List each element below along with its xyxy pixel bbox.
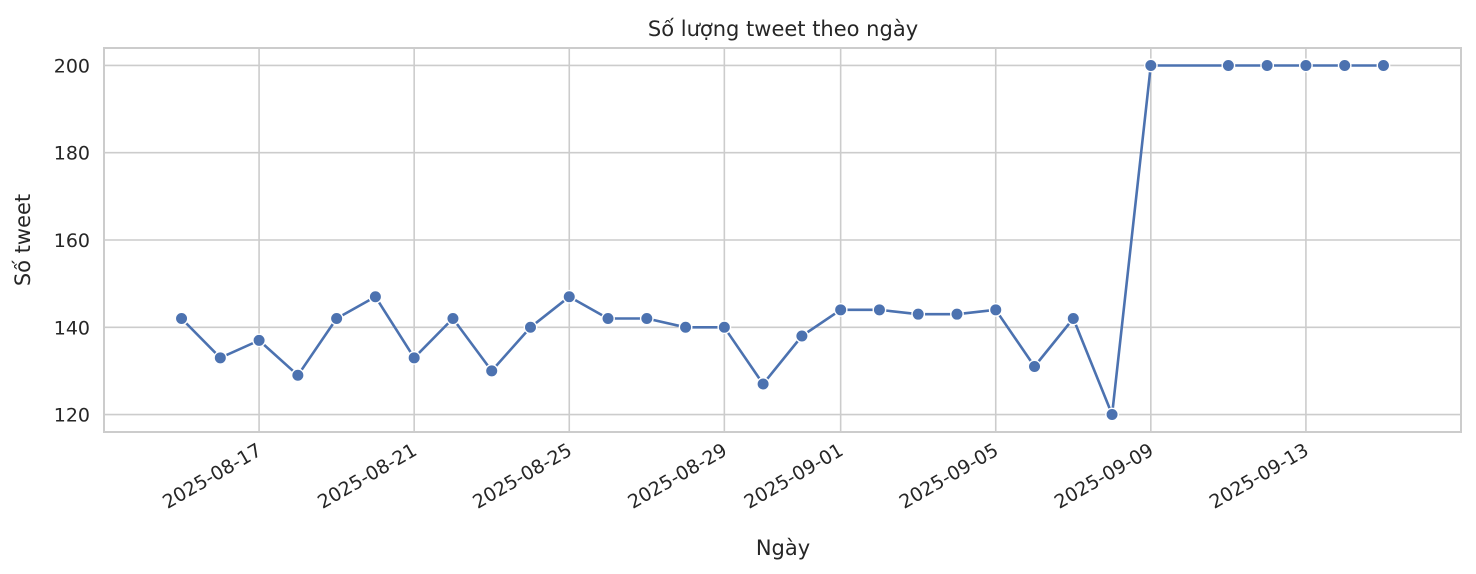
- chart-title: Số lượng tweet theo ngày: [648, 17, 918, 41]
- data-point: [911, 307, 926, 322]
- y-tick-label: 140: [54, 317, 90, 339]
- data-point: [1299, 58, 1313, 73]
- data-point: [446, 311, 460, 326]
- data-point: [794, 329, 809, 343]
- data-point: [717, 320, 732, 335]
- data-point: [174, 311, 189, 326]
- series-line: [174, 58, 1391, 422]
- x-tick-label: 2025-09-13: [1206, 439, 1313, 513]
- data-point: [1337, 58, 1352, 73]
- data-point: [1027, 359, 1042, 374]
- data-point: [950, 307, 964, 322]
- x-tick-labels: 2025-08-17 2025-08-21 2025-08-25 2025-08-29…: [159, 439, 1312, 513]
- x-tick-label: 2025-08-29: [624, 439, 731, 513]
- data-point: [252, 333, 266, 348]
- data-point: [213, 350, 228, 365]
- plot-frame: [103, 47, 1462, 433]
- data-point: [988, 302, 1003, 317]
- data-point: [1221, 58, 1236, 73]
- data-point: [1105, 407, 1119, 422]
- data-point: [562, 289, 577, 304]
- y-tick-label: 180: [54, 143, 90, 165]
- data-point: [833, 302, 848, 317]
- data-point: [678, 320, 693, 335]
- data-point: [368, 289, 383, 304]
- x-tick-label: 2025-08-25: [469, 439, 576, 513]
- x-tick-label: 2025-09-05: [896, 439, 1003, 513]
- data-point: [329, 311, 344, 326]
- data-point: [1260, 58, 1275, 73]
- data-point: [484, 364, 499, 378]
- data-point: [407, 350, 422, 365]
- y-tick-label: 120: [54, 405, 90, 427]
- data-point: [1066, 311, 1081, 326]
- data-point: [1143, 58, 1158, 73]
- x-tick-label: 2025-08-21: [314, 439, 421, 513]
- x-tick-label: 2025-08-17: [159, 439, 266, 513]
- x-tick-label: 2025-09-09: [1051, 439, 1158, 513]
- data-point: [1376, 58, 1391, 73]
- data-point: [601, 311, 615, 326]
- y-tick-labels: 120 140 160 180 200: [54, 55, 90, 426]
- data-point: [872, 302, 887, 317]
- y-axis-title: Số tweet: [11, 194, 35, 286]
- y-tick-label: 160: [54, 230, 90, 252]
- data-point: [639, 311, 654, 326]
- x-axis-title: Ngày: [756, 536, 810, 560]
- y-tick-label: 200: [54, 55, 90, 77]
- data-point: [756, 377, 771, 391]
- data-point: [523, 320, 538, 335]
- data-point: [290, 368, 305, 383]
- x-tick-label: 2025-09-01: [741, 439, 848, 513]
